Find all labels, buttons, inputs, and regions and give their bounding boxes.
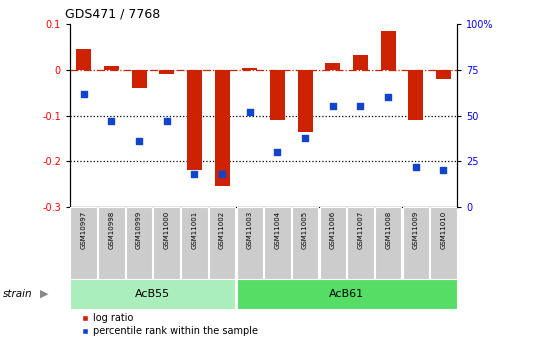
Bar <box>98 207 125 279</box>
Bar <box>187 70 202 170</box>
Point <box>218 171 226 177</box>
Bar <box>181 207 208 279</box>
Bar <box>159 70 174 75</box>
Bar <box>264 207 291 279</box>
Bar <box>347 207 374 279</box>
Bar <box>237 279 457 309</box>
Bar <box>375 207 401 279</box>
Text: GSM10997: GSM10997 <box>81 210 87 249</box>
Bar <box>70 207 97 279</box>
Bar <box>380 31 396 70</box>
Bar <box>402 207 429 279</box>
Point <box>273 149 282 155</box>
Text: GSM11008: GSM11008 <box>385 210 391 249</box>
Bar <box>131 70 147 88</box>
Point <box>439 168 448 173</box>
Bar <box>237 207 263 279</box>
Text: AcB61: AcB61 <box>329 289 364 299</box>
Text: GSM11005: GSM11005 <box>302 210 308 249</box>
Text: GSM11002: GSM11002 <box>219 210 225 249</box>
Bar <box>76 49 91 70</box>
Text: GSM11006: GSM11006 <box>330 210 336 249</box>
Bar <box>104 66 119 70</box>
Point <box>384 95 392 100</box>
Text: GDS471 / 7768: GDS471 / 7768 <box>65 8 160 21</box>
Bar <box>70 279 236 309</box>
Point <box>329 104 337 109</box>
Bar <box>298 70 313 131</box>
Text: GSM11009: GSM11009 <box>413 210 419 249</box>
Point <box>107 118 116 124</box>
Point <box>162 118 171 124</box>
Bar <box>292 207 318 279</box>
Text: GSM11010: GSM11010 <box>441 210 447 249</box>
Point <box>80 91 88 96</box>
Point <box>245 109 254 115</box>
Bar <box>153 207 180 279</box>
Text: AcB55: AcB55 <box>136 289 171 299</box>
Bar <box>270 70 285 120</box>
Point <box>412 164 420 169</box>
Bar <box>353 55 368 70</box>
Text: GSM10999: GSM10999 <box>136 210 142 249</box>
Text: ▶: ▶ <box>40 289 49 299</box>
Text: strain: strain <box>3 289 32 299</box>
Bar <box>209 207 236 279</box>
Bar <box>408 70 423 120</box>
Bar <box>430 207 457 279</box>
Text: GSM11003: GSM11003 <box>247 210 253 249</box>
Bar <box>126 207 152 279</box>
Bar <box>436 70 451 79</box>
Point <box>135 138 144 144</box>
Bar <box>215 70 230 186</box>
Point <box>301 135 309 140</box>
Legend: log ratio, percentile rank within the sample: log ratio, percentile rank within the sa… <box>77 309 262 340</box>
Point <box>190 171 199 177</box>
Point <box>356 104 365 109</box>
Text: GSM11004: GSM11004 <box>274 210 280 249</box>
Bar <box>242 68 257 70</box>
Text: GSM11000: GSM11000 <box>164 210 170 249</box>
Text: GSM11001: GSM11001 <box>192 210 197 249</box>
Bar <box>325 63 341 70</box>
Text: GSM11007: GSM11007 <box>357 210 364 249</box>
Text: GSM10998: GSM10998 <box>109 210 115 249</box>
Bar <box>320 207 346 279</box>
